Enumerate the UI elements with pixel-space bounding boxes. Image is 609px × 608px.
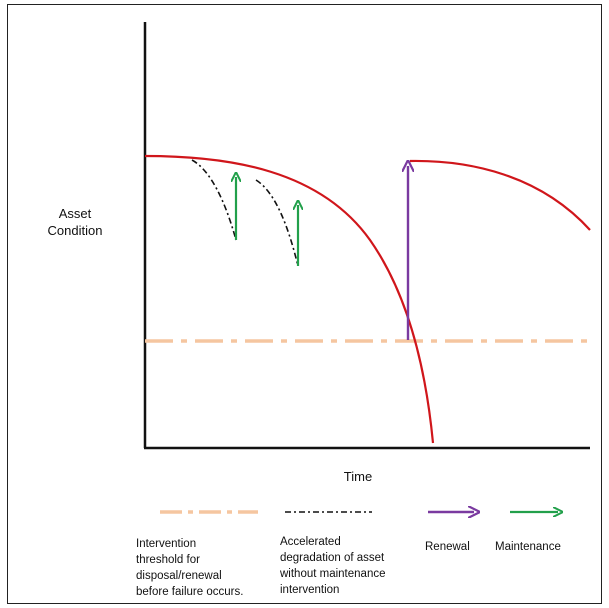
y-axis-label-line2: Condition xyxy=(48,223,103,238)
accelerated-degradation-curve-2 xyxy=(255,179,299,267)
legend-accelerated-text-2: degradation of asset xyxy=(280,552,385,564)
legend-threshold-text-2: threshold for xyxy=(136,554,200,566)
accelerated-degradation-curve-1 xyxy=(191,159,237,241)
legend-renewal-text: Renewal xyxy=(425,541,470,553)
x-axis-label: Time xyxy=(344,469,372,484)
legend-threshold-text-1: Intervention xyxy=(136,538,196,550)
legend-accelerated-text-1: Accelerated xyxy=(280,536,341,548)
legend-threshold-text-3: disposal/renewal xyxy=(136,570,222,582)
diagram-frame xyxy=(7,4,602,604)
degradation-curve xyxy=(144,154,435,444)
legend-maintenance-text: Maintenance xyxy=(495,541,561,553)
legend-threshold-text-4: before failure occurs. xyxy=(136,586,243,598)
legend-accelerated-text-3: without maintenance xyxy=(279,568,385,580)
legend-accelerated-text-4: intervention xyxy=(280,584,339,596)
renewed-degradation-curve xyxy=(409,159,591,231)
y-axis-label-line1: Asset xyxy=(59,206,92,221)
